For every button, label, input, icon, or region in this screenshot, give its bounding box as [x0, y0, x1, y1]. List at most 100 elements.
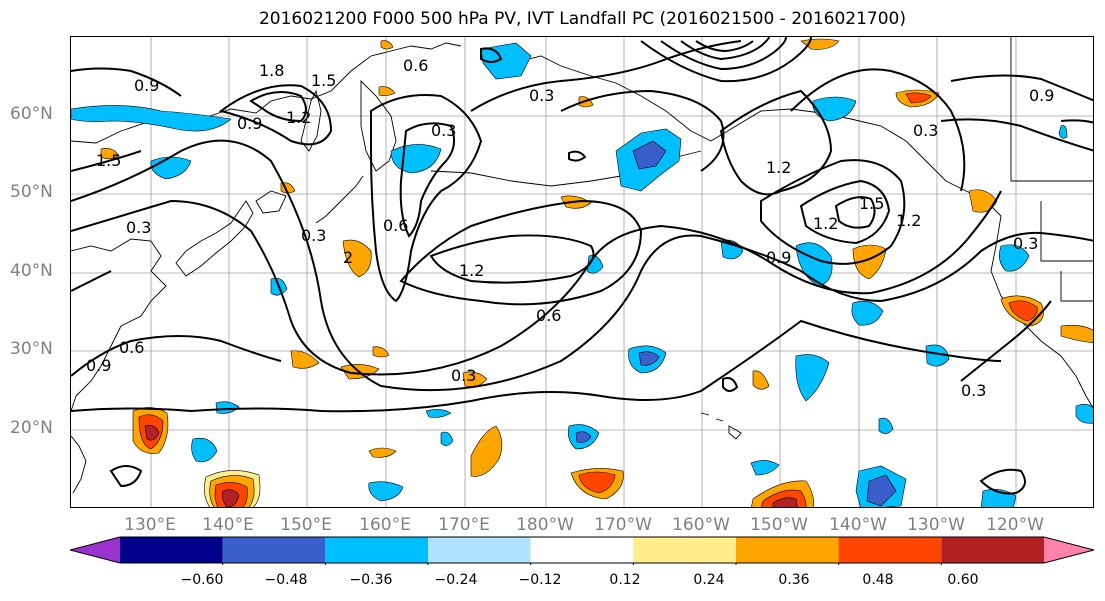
map-panel: 1.8 1.5 0.9 0.6 0.3 0.9 1.5 1.2 0.3 0.9 … — [70, 36, 1094, 508]
ivt-pos-blob — [852, 244, 887, 280]
pv-contour — [790, 68, 966, 192]
lon-label-170w: 170°W — [594, 515, 652, 535]
colorbar — [70, 536, 1094, 565]
contour-label: 0.6 — [403, 56, 428, 75]
ivt-neg-blob — [71, 105, 232, 132]
lon-label-140e: 140°E — [202, 515, 254, 535]
pv-contour — [640, 37, 812, 83]
ivt-pos-blob — [342, 239, 372, 278]
map-canvas: 1.8 1.5 0.9 0.6 0.3 0.9 1.5 1.2 0.3 0.9 … — [71, 37, 1093, 507]
lon-label-170e: 170°E — [438, 515, 490, 535]
pv-contour — [429, 234, 595, 284]
colorbar-segment — [325, 537, 428, 563]
pv-contour — [71, 190, 1002, 376]
ivt-neg-blob — [480, 42, 532, 80]
japan-coast — [175, 200, 254, 277]
ivt-pos-core — [772, 497, 798, 507]
contour-label: 0.3 — [1013, 234, 1038, 253]
pv-contour — [71, 67, 182, 97]
lat-label-20n: 20°N — [10, 418, 53, 438]
colorbar-tick-label: 0.48 — [862, 572, 894, 588]
colorbar-segment — [70, 537, 120, 563]
pv-contour — [960, 300, 1052, 382]
ivt-neg-core — [575, 431, 592, 443]
philippines-coast — [71, 435, 87, 494]
ivt-pos-core — [905, 92, 932, 104]
contour-label: 0.9 — [86, 356, 111, 375]
contour-label: 0.6 — [536, 306, 561, 325]
pv-contour — [71, 150, 142, 172]
contour-label: 1.5 — [859, 194, 884, 213]
contour-label: 1.5 — [96, 151, 121, 170]
lon-label-150e: 150°E — [280, 515, 332, 535]
contour-label: 1.5 — [311, 71, 336, 90]
ivt-pos-blob — [290, 350, 320, 369]
pv-contour — [722, 377, 739, 392]
lon-label-150w: 150°W — [750, 515, 808, 535]
ivt-pos-core — [222, 489, 240, 507]
ivt-neg-core — [638, 351, 660, 366]
hokkaido-coast — [255, 190, 287, 214]
contour-label: 1.2 — [286, 108, 311, 127]
pv-contour — [799, 179, 891, 245]
north-america-coast — [990, 215, 1093, 409]
lon-label-130e: 130°E — [124, 515, 176, 535]
ivt-neg-blob — [750, 460, 780, 476]
pv-contour — [680, 37, 770, 61]
contour-label: 0.6 — [383, 216, 408, 235]
ivt-neg-blob — [999, 244, 1030, 272]
alaska-coast — [520, 55, 1002, 217]
pv-contour — [834, 196, 876, 229]
ivt-pos-blob — [100, 148, 120, 160]
pv-contour — [399, 199, 643, 306]
ivt-neg-blob — [1058, 125, 1068, 139]
colorbar-tick-label: −0.36 — [349, 572, 393, 588]
lat-label-50n: 50°N — [10, 182, 53, 202]
colorbar-tick-label: 0.60 — [947, 572, 979, 588]
pv-contour — [370, 94, 483, 303]
colorbar-segment — [1044, 537, 1094, 563]
contour-label: 0.3 — [913, 121, 938, 140]
korea-china-coast — [71, 238, 167, 412]
ivt-neg-core — [866, 474, 897, 507]
pv-contour — [399, 122, 456, 238]
ivt-pos-blob — [752, 370, 770, 390]
lon-label-180w: 180°W — [516, 515, 574, 535]
ivt-neg-blob — [812, 96, 857, 122]
ivt-neg-blob — [440, 431, 454, 446]
ivt-neg-blob — [925, 344, 950, 367]
kamchatka-coast — [360, 79, 397, 172]
colorbar-segment — [120, 537, 223, 563]
lat-label-60n: 60°N — [10, 104, 53, 124]
pv-contour — [940, 118, 1093, 152]
colorbar-segment — [838, 537, 942, 563]
pv-contour — [979, 468, 1026, 495]
colorbar-tick-label: 0.24 — [693, 572, 725, 588]
ivt-neg-core — [632, 140, 667, 170]
colorbar-segment — [530, 537, 634, 563]
kuril-islands — [315, 175, 364, 224]
contour-label: 0.9 — [766, 248, 791, 267]
pv-contour — [719, 89, 833, 196]
lat-label-30n: 30°N — [10, 339, 53, 359]
colorbar-segment — [633, 537, 736, 563]
contour-label: 1.2 — [766, 158, 791, 177]
ivt-pos-blob — [372, 346, 390, 358]
contour-label: 0.9 — [1029, 86, 1054, 105]
contour-label: 0.9 — [134, 76, 159, 95]
ivt-pos-blob — [1060, 324, 1093, 344]
ivt-pos-blob — [470, 425, 503, 477]
ivt-pos-core — [1008, 300, 1038, 322]
lon-label-160e: 160°E — [359, 515, 411, 535]
contour-label: 1.8 — [259, 61, 284, 80]
contour-label: 1.2 — [459, 261, 484, 280]
lon-label-160w: 160°W — [672, 515, 730, 535]
pv-contours — [71, 37, 1093, 495]
pv-contour — [560, 89, 725, 172]
pv-contour — [71, 139, 1093, 392]
colorbar-segment — [222, 537, 326, 563]
lon-label-140w: 140°W — [829, 515, 887, 535]
ivt-pos-blob — [578, 96, 594, 108]
lat-label-40n: 40°N — [10, 261, 53, 281]
colorbar-tick-label: 0.36 — [778, 572, 810, 588]
